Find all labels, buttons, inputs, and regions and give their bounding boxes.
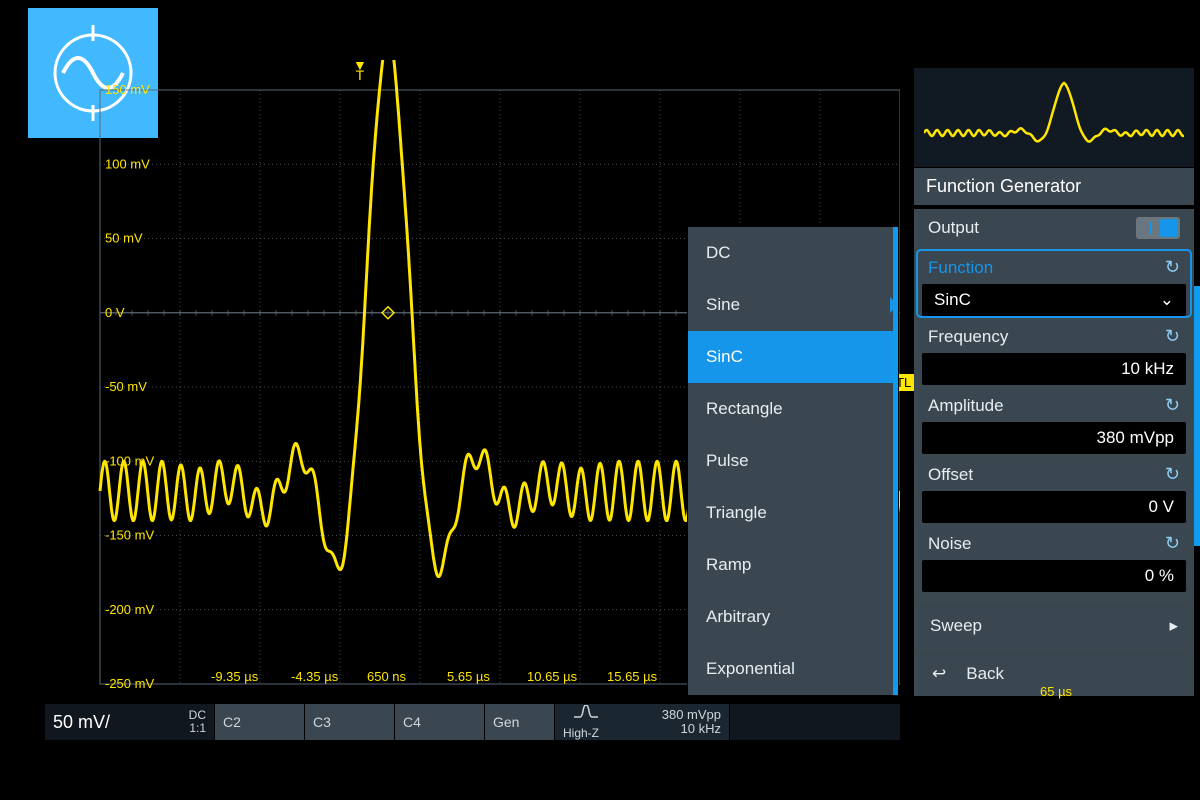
frequency-value[interactable]: 10 kHz — [922, 353, 1186, 385]
time-label-overlap: 65 µs — [1040, 684, 1072, 699]
panel-title: Function Generator — [914, 168, 1194, 205]
vertical-scale: 50 mV/ — [53, 712, 110, 733]
popup-item-triangle[interactable]: Triangle — [688, 487, 898, 539]
svg-text:-150 mV: -150 mV — [105, 528, 154, 543]
svg-text:5.65 µs: 5.65 µs — [447, 669, 490, 684]
noise-value[interactable]: 0 % — [922, 560, 1186, 592]
amplitude-value[interactable]: 380 mVpp — [922, 422, 1186, 454]
sweep-row[interactable]: Sweep ▸ — [918, 604, 1190, 648]
channel-coupling: DC1:1 — [189, 709, 206, 735]
popup-item-rectangle[interactable]: Rectangle — [688, 383, 898, 435]
chevron-right-icon: ▸ — [1169, 616, 1178, 636]
oscilloscope-screen: ▼T 150 mV100 mV50 mV0 V-50 mV-100 mV-150… — [0, 0, 1200, 800]
cycle-icon: ↻ — [1165, 257, 1180, 278]
frequency-row[interactable]: Frequency ↻ 10 kHz — [918, 320, 1190, 385]
waveform-preview — [914, 68, 1194, 168]
offset-value[interactable]: 0 V — [922, 491, 1186, 523]
channel-bar: 50 mV/ DC1:1 C2 C3 C4 Gen High-Z 380 mVp… — [45, 704, 900, 740]
function-row[interactable]: Function ↻ SinC ⌄ — [918, 251, 1190, 316]
function-value[interactable]: SinC ⌄ — [922, 284, 1186, 316]
cycle-icon: ↻ — [1165, 464, 1180, 485]
popup-item-exponential[interactable]: Exponential — [688, 643, 898, 695]
svg-text:0 V: 0 V — [105, 305, 125, 320]
popup-item-dc[interactable]: DC — [688, 227, 898, 279]
offset-row[interactable]: Offset ↻ 0 V — [918, 458, 1190, 523]
svg-text:15.65 µs: 15.65 µs — [607, 669, 658, 684]
svg-text:650 ns: 650 ns — [367, 669, 407, 684]
svg-text:-200 mV: -200 mV — [105, 602, 154, 617]
noise-label: Noise — [928, 534, 971, 554]
offset-label: Offset — [928, 465, 973, 485]
noise-row[interactable]: Noise ↻ 0 % — [918, 527, 1190, 592]
svg-text:150 mV: 150 mV — [105, 82, 150, 97]
output-toggle[interactable] — [1136, 217, 1180, 239]
svg-text:100 mV: 100 mV — [105, 156, 150, 171]
output-row: Output — [918, 209, 1190, 247]
chevron-down-icon: ⌄ — [1160, 290, 1174, 310]
generator-info[interactable]: High-Z 380 mVpp10 kHz — [555, 704, 730, 740]
function-generator-panel: Function Generator Output Function ↻ Sin… — [914, 68, 1194, 700]
popup-item-sine[interactable]: Sine — [688, 279, 898, 331]
output-label: Output — [928, 218, 979, 238]
cycle-icon: ↻ — [1165, 395, 1180, 416]
svg-text:-50 mV: -50 mV — [105, 379, 147, 394]
svg-text:10.65 µs: 10.65 µs — [527, 669, 578, 684]
function-type-popup: DCSineSinCRectanglePulseTriangleRampArbi… — [688, 227, 898, 695]
function-label: Function — [928, 258, 993, 278]
svg-text:-250 mV: -250 mV — [105, 676, 154, 691]
panel-scrollbar[interactable] — [1194, 286, 1200, 546]
frequency-label: Frequency — [928, 327, 1008, 347]
popup-item-sinc[interactable]: SinC — [688, 331, 898, 383]
popup-item-ramp[interactable]: Ramp — [688, 539, 898, 591]
popup-item-arbitrary[interactable]: Arbitrary — [688, 591, 898, 643]
cycle-icon: ↻ — [1165, 533, 1180, 554]
popup-item-pulse[interactable]: Pulse — [688, 435, 898, 487]
channel-2-button[interactable]: C2 — [215, 704, 305, 740]
channel-3-button[interactable]: C3 — [305, 704, 395, 740]
svg-text:50 mV: 50 mV — [105, 231, 143, 246]
svg-text:-100 mV: -100 mV — [105, 453, 154, 468]
channel-4-button[interactable]: C4 — [395, 704, 485, 740]
svg-text:-9.35 µs: -9.35 µs — [211, 669, 259, 684]
channel-1-info[interactable]: 50 mV/ DC1:1 — [45, 704, 215, 740]
back-icon: ↩ — [932, 664, 946, 684]
amplitude-label: Amplitude — [928, 396, 1004, 416]
sinc-mini-icon: High-Z — [563, 705, 599, 740]
cycle-icon: ↻ — [1165, 326, 1180, 347]
svg-text:-4.35 µs: -4.35 µs — [291, 669, 339, 684]
generator-button[interactable]: Gen — [485, 704, 555, 740]
amplitude-row[interactable]: Amplitude ↻ 380 mVpp — [918, 389, 1190, 454]
